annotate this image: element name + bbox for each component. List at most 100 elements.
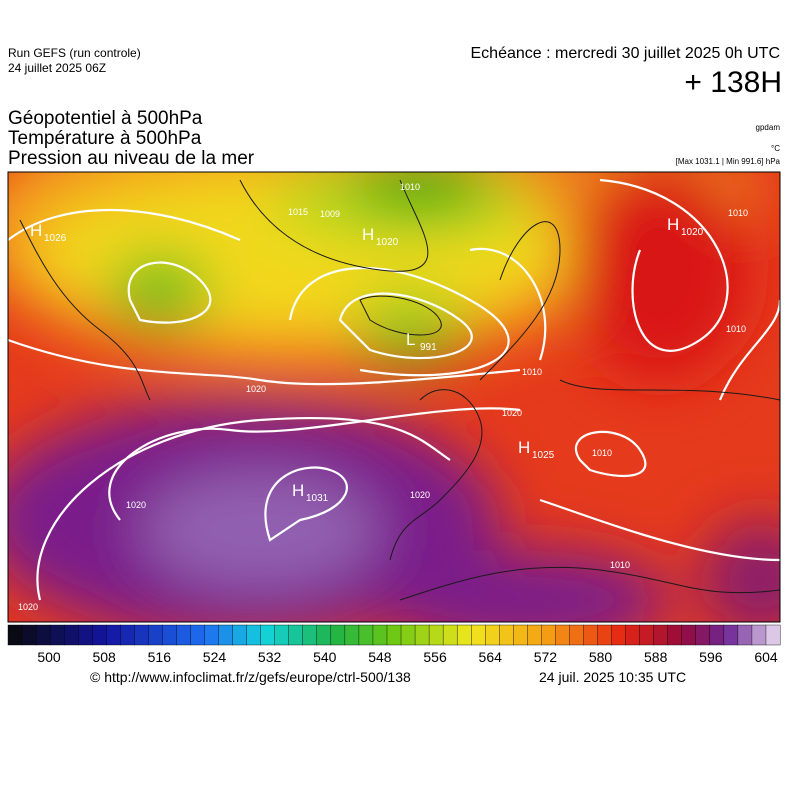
colorbar-swatch	[148, 624, 163, 646]
isobar-label: 1020	[502, 408, 522, 418]
coastlines	[19, 179, 780, 601]
colorbar-swatch	[765, 624, 781, 646]
colorbar-swatch	[597, 624, 613, 646]
colorbar-swatch	[400, 624, 416, 646]
colorbar-swatch	[611, 624, 627, 646]
colorbar-tick-label: 524	[203, 649, 227, 665]
colorbar-swatch	[653, 624, 669, 646]
colorbar-swatch	[527, 624, 542, 646]
colorbar-swatch	[204, 624, 220, 646]
footer-source: © http://www.infoclimat.fr/z/gefs/europe…	[90, 669, 411, 685]
colorbar-swatch	[471, 624, 486, 646]
colorbar-swatch	[7, 624, 23, 646]
colorbar-swatch	[583, 624, 599, 646]
colorbar-swatch	[260, 624, 276, 646]
lead-time: + 138H	[684, 66, 782, 99]
colorbar-swatch	[414, 624, 430, 646]
colorbar-swatch	[274, 624, 290, 646]
pressure-center-value: 1026	[44, 233, 67, 244]
footer-generated: 24 juil. 2025 10:35 UTC	[539, 669, 687, 685]
isobar-label: 1020	[410, 490, 430, 500]
pressure-center-letter: H	[667, 215, 679, 234]
colorbar-swatch	[358, 624, 374, 646]
colorbar-swatch	[162, 624, 177, 646]
colorbar-tick-label: 604	[754, 649, 778, 665]
colorbar-swatch	[63, 624, 79, 646]
colorbar-swatch	[49, 624, 65, 646]
isobar-label: 1009	[320, 209, 340, 219]
colorbar-swatch	[456, 624, 472, 646]
colorbar-swatch	[302, 624, 318, 646]
colorbar-swatch	[21, 624, 37, 646]
isobar-label: 1010	[522, 367, 542, 377]
isobar-label: 1020	[246, 384, 266, 394]
colorbar-swatch	[681, 624, 697, 646]
isobar-label: 1010	[400, 182, 420, 192]
title-line: Pression au niveau de la mer	[8, 148, 255, 169]
colorbar-swatch	[106, 624, 121, 646]
colorbar-swatch	[35, 624, 51, 646]
isobar-label: 1015	[288, 207, 308, 217]
colorbar-swatch	[555, 624, 570, 646]
pressure-center-letter: L	[406, 330, 415, 349]
colorbar-swatch	[386, 624, 402, 646]
colorbar-swatch	[134, 624, 149, 646]
colorbar-swatch	[442, 624, 458, 646]
colorbar-tick-label: 588	[644, 649, 668, 665]
colorbar-swatch	[667, 624, 683, 646]
colorbar-tick-label: 596	[699, 649, 723, 665]
pressure-center-value: 1020	[376, 237, 399, 248]
colorbar-swatch	[190, 624, 206, 646]
isobar-label: 1020	[126, 500, 146, 510]
colorbar-swatch	[330, 624, 346, 646]
colorbar-tick-label: 540	[313, 649, 337, 665]
pressure-center-letter: H	[362, 225, 374, 244]
isobar-label: 1010	[728, 208, 748, 218]
isobar-label: 1020	[18, 602, 38, 612]
colorbar-swatch	[288, 624, 304, 646]
colorbar-swatch	[92, 624, 107, 646]
colorbar-swatch	[737, 624, 753, 646]
colorbar-swatch	[499, 624, 514, 646]
colorbar-swatch	[569, 624, 584, 646]
pressure-center-value: 1020	[681, 227, 704, 238]
colorbar-swatch	[751, 624, 767, 646]
colorbar-swatch	[120, 624, 135, 646]
pressure-center-value: 1025	[532, 450, 555, 461]
isobar-label: 1010	[610, 560, 630, 570]
colorbar-swatch	[246, 624, 262, 646]
colorbar-swatch	[176, 624, 191, 646]
unit: gpdam	[755, 123, 780, 132]
pressure-center-letter: H	[518, 438, 530, 457]
colorbar-swatch	[625, 624, 641, 646]
colorbar-tick-label: 532	[258, 649, 282, 665]
isobar-label: 1010	[592, 448, 612, 458]
isobars	[8, 178, 780, 601]
run-date: 24 juillet 2025 06Z	[8, 61, 107, 75]
colorbar-swatch	[428, 624, 444, 646]
colorbar-swatch	[723, 624, 739, 646]
colorbar-tick-label: 500	[37, 649, 61, 665]
colorbar-swatch	[541, 624, 556, 646]
isobar-label: 1010	[726, 324, 746, 334]
colorbar-swatch	[218, 624, 234, 646]
colorbar-tick-label: 556	[423, 649, 447, 665]
colorbar-swatch	[709, 624, 725, 646]
colorbar-tick-label: 508	[92, 649, 116, 665]
colorbar-swatch	[344, 624, 360, 646]
colorbar-swatch	[77, 624, 93, 646]
colorbar-tick-label: 580	[589, 649, 613, 665]
pressure-center-letter: H	[292, 481, 304, 500]
colorbar-swatch	[695, 624, 711, 646]
colorbar-swatch	[316, 624, 332, 646]
unit: [Max 1031.1 | Min 991.6] hPa	[675, 157, 780, 166]
valid-time: Echéance : mercredi 30 juillet 2025 0h U…	[470, 45, 781, 62]
colorbar-swatch	[513, 624, 528, 646]
colorbar-tick-label: 548	[368, 649, 392, 665]
temperature-field	[8, 172, 780, 622]
colorbar-swatch	[372, 624, 388, 646]
colorbar-tick-label: 516	[148, 649, 172, 665]
title-line: Température à 500hPa	[8, 128, 202, 149]
colorbar-swatch	[639, 624, 655, 646]
run-name: Run GEFS (run controle)	[8, 46, 141, 60]
